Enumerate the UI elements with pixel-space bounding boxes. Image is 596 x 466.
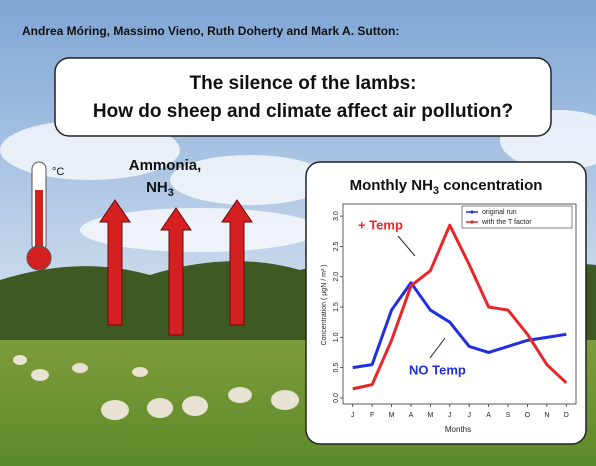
subscript: 3 [168, 187, 174, 199]
legend-marker [470, 210, 474, 214]
y-tick-label: 0.5 [333, 363, 340, 373]
series-line [352, 223, 568, 391]
title-subscript: 3 [433, 185, 439, 197]
chart-title: Monthly NH3 concentration [350, 177, 543, 197]
thermometer-unit: °C [52, 166, 64, 178]
y-tick-label: 1.0 [333, 332, 340, 342]
legend-box [461, 205, 573, 229]
x-tick-label: J [448, 412, 452, 419]
x-axis-label: Months [445, 425, 471, 434]
y-tick-label: 2.5 [333, 241, 340, 251]
x-tick-label: S [506, 412, 511, 419]
title-part: concentration [439, 177, 542, 194]
sheep [13, 355, 299, 420]
x-tick-label: J [351, 412, 355, 419]
x-tick-label: A [409, 412, 414, 419]
x-tick-label: A [486, 412, 491, 419]
arrows [99, 199, 253, 336]
y-tick-label: 3.0 [333, 211, 340, 221]
y-axis-label: Concentration ( μgN / m³ ) [321, 264, 328, 345]
x-tick-label: D [564, 412, 569, 419]
annotation: + Temp [358, 217, 403, 232]
gas-label: Ammonia, [129, 157, 202, 174]
title-box [54, 57, 552, 137]
annotation-arrow [429, 337, 446, 359]
x-tick-label: M [427, 412, 433, 419]
formula: NH [146, 179, 168, 196]
title-line: How do sheep and climate affect air poll… [93, 101, 513, 122]
x-tick-label: N [544, 412, 549, 419]
x-tick-label: O [525, 412, 531, 419]
legend-label: original run [482, 209, 517, 216]
y-tick-label: 2.0 [333, 272, 340, 282]
y-tick-label: 1.5 [333, 302, 340, 312]
title-part: Monthly NH [350, 177, 433, 194]
annotation-arrow [397, 235, 416, 257]
plot-frame [342, 203, 577, 405]
authors: Andrea Móring, Massimo Vieno, Ruth Doher… [22, 24, 399, 38]
gas-formula: NH3 [146, 179, 174, 199]
y-tick-label: 0.0 [333, 393, 340, 403]
legend-label: with the T factor [481, 219, 532, 226]
title-line: The silence of the lambs: [190, 73, 417, 94]
legend-marker [470, 220, 474, 224]
annotation: NO Temp [409, 362, 466, 377]
x-tick-label: J [467, 412, 471, 419]
thermometer [26, 161, 52, 271]
x-tick-label: F [370, 412, 374, 419]
x-tick-label: M [389, 412, 395, 419]
